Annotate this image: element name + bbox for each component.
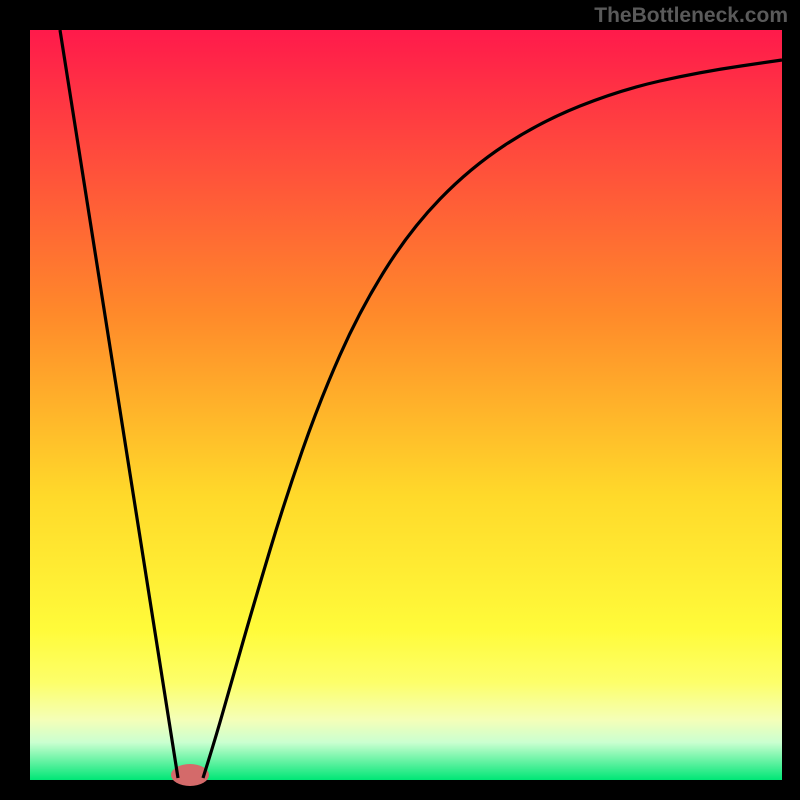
border-bottom [0,780,800,800]
gradient-background [30,30,782,780]
border-left [0,0,30,800]
watermark-text: TheBottleneck.com [594,4,788,28]
border-right [782,0,800,800]
chart-container: TheBottleneck.com [0,0,800,800]
plot-area [30,30,782,780]
